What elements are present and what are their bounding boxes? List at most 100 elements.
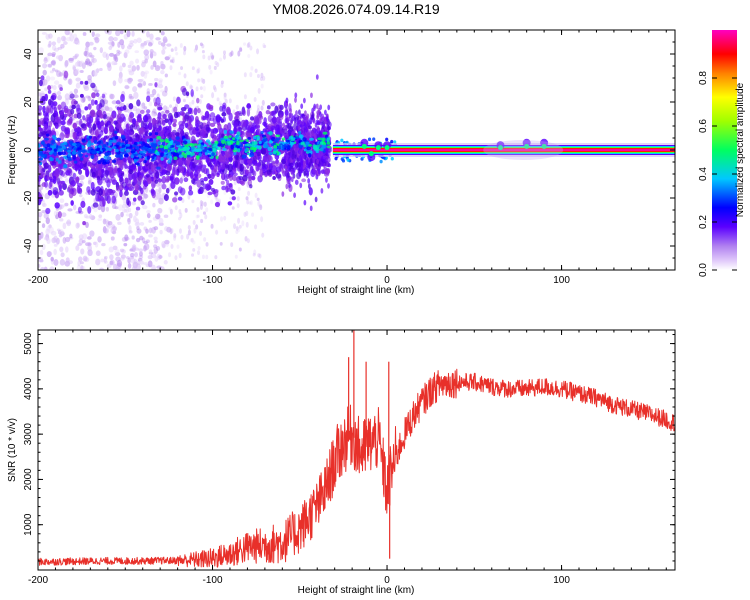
heatmap-cell: [303, 170, 307, 177]
heatmap-cell: [119, 248, 125, 253]
heatmap-cell: [196, 169, 200, 174]
heatmap-cell: [95, 129, 99, 137]
heatmap-cell: [119, 159, 124, 164]
heatmap-cell: [229, 183, 233, 192]
heatmap-cell: [45, 228, 50, 236]
heatmap-cell: [209, 69, 213, 75]
heatmap-cell: [346, 158, 350, 162]
heatmap-cell: [118, 76, 123, 84]
heatmap-cell: [237, 217, 241, 224]
heatmap-cell: [80, 265, 84, 270]
heatmap-cell: [223, 135, 229, 139]
heatmap-cell: [309, 205, 313, 212]
heatmap-cell: [76, 112, 82, 119]
heatmap-cell: [187, 107, 193, 115]
heatmap-cell: [307, 149, 311, 153]
heatmap-cell: [235, 151, 241, 156]
heatmap-cell: [143, 49, 150, 56]
heatmap-cell: [47, 98, 52, 106]
heatmap-cell: [47, 52, 53, 57]
heatmap-cell: [187, 193, 191, 200]
heatmap-cell: [152, 147, 157, 151]
heatmap-cell: [83, 50, 88, 57]
heatmap-cell: [124, 234, 129, 242]
heatmap-cell: [292, 115, 295, 122]
heatmap-cell: [74, 54, 78, 59]
heatmap-cell: [60, 252, 65, 258]
heatmap-cell: [42, 79, 48, 86]
heatmap-cell: [149, 52, 154, 59]
heatmap-cell: [305, 126, 308, 133]
heatmap-cell: [285, 97, 289, 104]
heatmap-cell: [279, 163, 285, 169]
heatmap-cell: [121, 144, 126, 148]
heatmap-cell: [258, 203, 262, 209]
heatmap-cell: [68, 57, 74, 62]
heatmap-cell: [254, 224, 258, 230]
heatmap-cell: [94, 37, 100, 43]
snr-xtick-label: -200: [28, 575, 48, 586]
heatmap-cell: [158, 125, 162, 131]
heatmap-cell: [191, 253, 195, 257]
heatmap-cell: [153, 246, 159, 254]
heatmap-cell: [50, 139, 56, 145]
heatmap-cell: [56, 137, 62, 142]
heatmap-cell: [121, 249, 126, 254]
heatmap-cell: [249, 165, 254, 174]
heatmap-cell: [108, 246, 114, 253]
heatmap-cell: [244, 235, 248, 242]
heatmap-cell: [302, 97, 306, 104]
band-bump: [522, 138, 531, 147]
heatmap-cell: [135, 108, 142, 115]
heatmap-cell: [106, 120, 110, 126]
heatmap-cell: [68, 58, 74, 63]
heatmap-cell: [298, 155, 302, 161]
heatmap-cell: [250, 66, 254, 71]
heatmap-cell: [103, 260, 109, 264]
heatmap-cell: [254, 68, 258, 73]
heatmap-cell: [172, 122, 177, 128]
heatmap-cell: [38, 79, 43, 87]
heatmap-cell: [50, 256, 54, 262]
heatmap-cell: [119, 65, 123, 72]
heatmap-cell: [82, 96, 86, 103]
heatmap-cell: [46, 143, 50, 148]
heatmap-cell: [190, 151, 195, 156]
heatmap-cell: [291, 154, 295, 160]
heatmap-cell: [159, 144, 164, 149]
heatmap-cell: [110, 236, 115, 241]
heatmap-cell: [76, 143, 80, 148]
heatmap-cell: [75, 77, 81, 82]
heatmap-cell: [326, 116, 329, 122]
heatmap-cell: [155, 245, 161, 251]
heatmap-cell: [252, 252, 256, 257]
heatmap-cell: [65, 221, 72, 225]
heatmap-cell: [227, 141, 231, 146]
heatmap-cell: [258, 140, 262, 145]
snr-ytick-label: 3000: [23, 423, 34, 446]
heatmap-cell: [287, 172, 290, 178]
heatmap-cell: [256, 104, 260, 110]
heatmap-cell: [165, 187, 170, 194]
heatmap-cell: [133, 171, 138, 179]
heatmap-cell: [254, 116, 260, 125]
heatmap-cell: [173, 111, 179, 119]
heatmap-cell: [126, 45, 132, 50]
heatmap-cell: [136, 99, 141, 107]
heatmap-cell: [40, 75, 45, 81]
heatmap-cell: [201, 254, 205, 260]
heatmap-cell: [155, 213, 161, 220]
heatmap-cell: [183, 73, 187, 79]
heatmap-cell: [88, 176, 92, 184]
heatmap-cell: [255, 166, 260, 172]
heatmap-cell: [172, 135, 177, 140]
heatmap-cell: [340, 157, 344, 161]
heatmap-cell: [114, 56, 119, 63]
heatmap-cell: [87, 95, 92, 102]
heatmap-cell: [67, 208, 73, 212]
heatmap-cell: [97, 96, 102, 101]
heatmap-cell: [57, 46, 63, 50]
heatmap-cell: [51, 52, 56, 56]
heatmap-cell: [231, 175, 238, 181]
heatmap-cell: [326, 137, 330, 143]
